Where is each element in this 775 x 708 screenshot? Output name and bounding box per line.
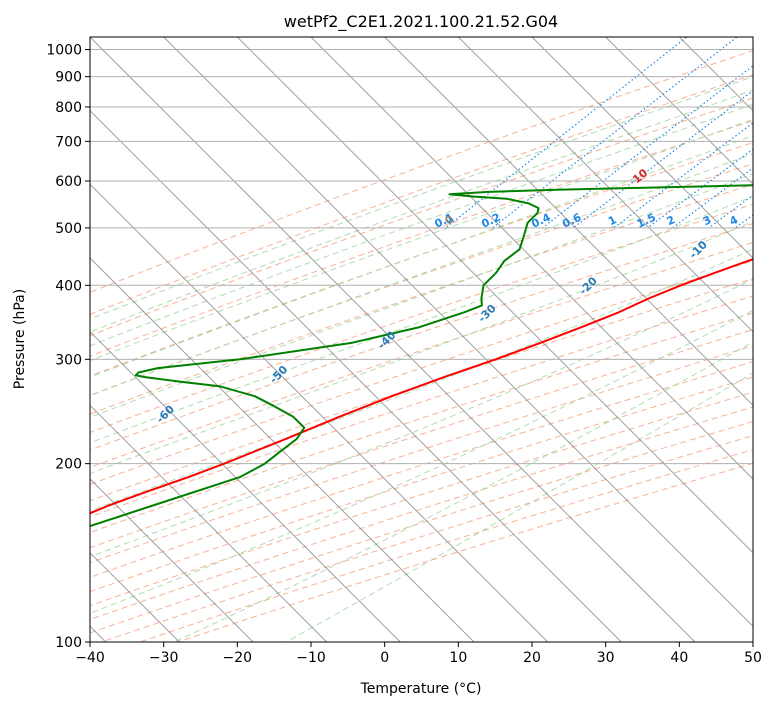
x-tick-label: 50 <box>744 650 762 666</box>
mixing-ratio-line <box>734 214 753 229</box>
y-tick-label: 900 <box>55 70 82 86</box>
dry-adiabat-line <box>90 278 753 502</box>
isotherm-line <box>163 37 753 628</box>
moist-adiabat-line <box>90 173 753 418</box>
mixing-ratio-line <box>572 89 753 229</box>
isotherm-line <box>90 109 622 642</box>
y-tick-label: 800 <box>55 100 82 116</box>
isotherm-label: -60 <box>154 402 177 425</box>
x-tick-label: −20 <box>223 650 253 666</box>
moist-adiabat-line <box>90 248 753 512</box>
isotherm-line <box>90 404 328 642</box>
isotherm-line <box>90 478 254 642</box>
x-tick-label: −10 <box>296 650 326 666</box>
isotherm-line <box>752 37 753 38</box>
y-tick-label: 600 <box>55 174 82 190</box>
mixing-ratio-label: 4 <box>728 213 741 228</box>
isotherm-line <box>310 37 753 480</box>
x-tick-label: 40 <box>670 650 688 666</box>
x-tick-label: 0 <box>380 650 389 666</box>
isotherm-line <box>457 37 753 333</box>
isotherm-line <box>384 37 753 407</box>
dry-adiabat-line <box>90 50 753 293</box>
mixing-ratio-label: 1 <box>606 213 618 228</box>
y-tick-label: 200 <box>55 457 82 473</box>
isotherm-line <box>236 37 753 554</box>
moist-adiabat-line <box>90 103 753 347</box>
dry-adiabat-line <box>90 203 753 433</box>
dry-adiabat-label: 10 <box>630 166 650 186</box>
dry-adiabat-line <box>99 435 753 642</box>
x-tick-label: −40 <box>75 650 105 666</box>
isotherm-label: -70 <box>27 456 50 479</box>
dry-adiabats <box>90 50 753 642</box>
moist-adiabat-line <box>90 135 753 378</box>
isotherm-line <box>90 257 475 642</box>
isobars <box>90 49 753 642</box>
dewpoint-profile <box>90 184 753 528</box>
dry-adiabat-line <box>176 462 753 642</box>
isotherm-line <box>678 37 753 112</box>
x-tick-label: 20 <box>523 650 541 666</box>
isotherm-label: -20 <box>577 274 600 297</box>
dry-adiabat-line <box>90 120 753 357</box>
mixing-ratio-line <box>672 167 753 229</box>
mixing-ratio-label: 2 <box>665 213 677 228</box>
y-tick-label: 300 <box>55 352 82 368</box>
isotherm-line <box>605 37 753 186</box>
chart-title: wetPf2_C2E1.2021.100.21.52.G04 <box>284 12 558 32</box>
moist-adiabat-line <box>285 372 753 642</box>
moist-adiabat-line <box>90 76 753 320</box>
isotherm-line <box>90 37 696 642</box>
x-tick-label: −30 <box>149 650 179 666</box>
moist-adiabat-line <box>90 220 753 474</box>
mixing-ratio-label: 6 <box>766 213 775 228</box>
isotherm-label: -30 <box>476 302 499 325</box>
moist-adiabat-line <box>172 341 753 642</box>
x-axis-title: Temperature (°C) <box>360 681 482 697</box>
plot-area: 0.10.20.40.611.5234681013162025303601020… <box>27 37 775 642</box>
isotherm-line <box>531 37 753 259</box>
mixing-ratio-line <box>708 194 753 229</box>
plot-frame <box>89 36 754 643</box>
dry-adiabat-line <box>90 376 753 593</box>
y-tick-label: 700 <box>55 134 82 150</box>
y-tick-label: 100 <box>55 635 82 651</box>
x-axis: −40 −30 −20 −10 0 10 20 30 40 50 <box>75 642 762 666</box>
isotherm-line <box>90 183 549 642</box>
isotherms <box>90 37 753 642</box>
x-tick-label: 10 <box>449 650 467 666</box>
profiles <box>90 184 753 528</box>
moist-adiabat-line <box>90 309 753 614</box>
dry-adiabat-line <box>90 312 753 534</box>
moist-adiabat-line <box>90 118 753 362</box>
isotherm-line <box>90 330 401 642</box>
dry-adiabat-line <box>138 449 753 642</box>
temperature-profile <box>90 258 753 515</box>
y-tick-label: 1000 <box>46 43 82 59</box>
y-axis: 100 200 300 400 500 600 700 800 900 1000 <box>46 43 90 651</box>
x-tick-label: 30 <box>597 650 615 666</box>
y-tick-label: 500 <box>55 221 82 237</box>
dry-adiabat-line <box>90 345 753 564</box>
dry-adiabat-line <box>90 241 753 469</box>
y-tick-label: 400 <box>55 278 82 294</box>
y-axis-title: Pressure (hPa) <box>12 289 28 389</box>
dry-adiabat-line <box>90 74 753 315</box>
dry-adiabat-line <box>90 391 753 607</box>
dry-adiabat-line <box>90 97 753 337</box>
